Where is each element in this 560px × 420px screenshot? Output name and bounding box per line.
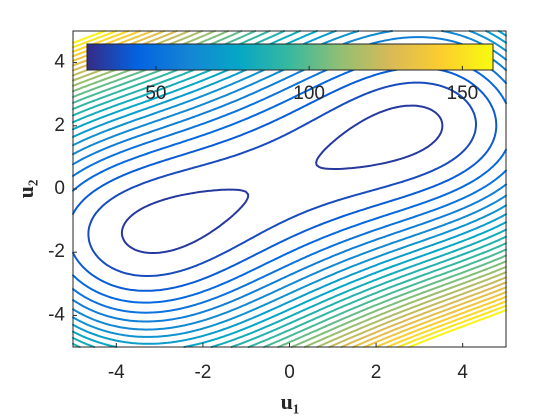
x-tick-label: -2 bbox=[194, 362, 211, 383]
contour-line bbox=[72, 30, 507, 338]
contour-line bbox=[120, 104, 444, 254]
contour-line bbox=[87, 81, 477, 277]
contour-line bbox=[72, 36, 507, 323]
x-axis-label: u₁ bbox=[281, 389, 300, 414]
y-tick-label: -2 bbox=[48, 241, 65, 262]
x-tick-label: 2 bbox=[371, 362, 382, 383]
colorbar-tick-label: 50 bbox=[145, 83, 166, 104]
contour-line bbox=[72, 30, 507, 348]
y-tick-label: -4 bbox=[48, 304, 65, 325]
x-tick-label: 0 bbox=[284, 362, 295, 383]
x-tick-label: 4 bbox=[457, 362, 468, 383]
colorbar-tick-label: 100 bbox=[293, 83, 325, 104]
y-tick-label: 2 bbox=[54, 115, 65, 136]
colorbar-tick-label: 150 bbox=[447, 83, 479, 104]
x-tick-label: -4 bbox=[108, 362, 125, 383]
colorbar bbox=[86, 43, 494, 71]
y-tick-label: 0 bbox=[54, 178, 65, 199]
contour-line bbox=[72, 66, 498, 292]
contour-line bbox=[72, 55, 507, 304]
contour-line bbox=[72, 30, 507, 348]
y-tick-label: 4 bbox=[54, 52, 65, 73]
y-axis-label: u₂ bbox=[13, 179, 38, 198]
contour-line bbox=[72, 30, 507, 348]
